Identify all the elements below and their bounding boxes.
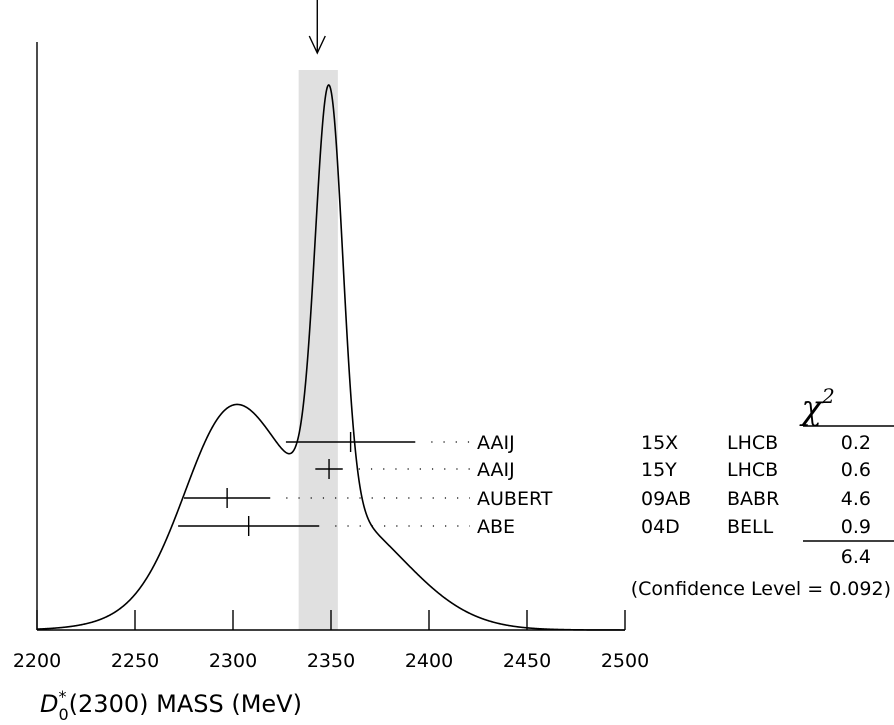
chi2-symbol: χ — [799, 388, 824, 428]
chi2-value: 4.6 — [841, 488, 871, 510]
x-ticks — [36, 610, 626, 630]
x-tick-label: 2250 — [111, 650, 159, 672]
x-axis-label-sub: 0 — [58, 705, 68, 724]
x-axis-label-rest: (2300) MASS (MeV) — [69, 690, 302, 718]
x-tick-labels: 2200 2250 2300 2350 2400 2450 2500 — [13, 650, 649, 672]
fit-band — [298, 70, 338, 630]
x-tick-label: 2450 — [503, 650, 551, 672]
x-tick-label: 2300 — [209, 650, 257, 672]
fit-arrow — [308, 0, 326, 55]
x-tick-label: 2500 — [601, 650, 649, 672]
reference-label: 09AB — [641, 488, 691, 510]
measurement-row: AUBERT 09AB BABR 4.6 — [184, 488, 871, 510]
experiment-label: LHCB — [727, 432, 778, 454]
chi2-superscript: 2 — [821, 384, 835, 408]
reference-label: 15X — [641, 432, 678, 454]
measurement-row: ABE 04D BELL 0.9 — [178, 516, 871, 538]
confidence-level: (Confidence Level = 0.092) — [631, 578, 891, 600]
author-label: AUBERT — [477, 488, 553, 510]
chi2-value: 0.6 — [841, 459, 871, 481]
x-tick-label: 2350 — [307, 650, 355, 672]
x-tick-label: 2200 — [13, 650, 61, 672]
experiment-label: BELL — [727, 516, 774, 538]
experiment-label: LHCB — [727, 459, 778, 481]
x-axis-label-base: D — [40, 690, 58, 718]
measurement-row: AAIJ 15Y LHCB 0.6 — [315, 459, 871, 481]
author-label: AAIJ — [477, 459, 515, 481]
x-tick-label: 2400 — [405, 650, 453, 672]
measurement-row: AAIJ 15X LHCB 0.2 — [285, 432, 871, 454]
x-axis-label-sup: * — [58, 687, 66, 706]
reference-label: 15Y — [641, 459, 677, 481]
reference-label: 04D — [641, 516, 680, 538]
measurement-rows: AAIJ 15X LHCB 0.2 AAIJ 15Y LHCB 0.6 AUBERT 09AB BA… — [178, 432, 871, 538]
chi2-value: 0.9 — [841, 516, 871, 538]
author-label: ABE — [477, 516, 515, 538]
author-label: AAIJ — [477, 432, 515, 454]
fit-arrow-head — [308, 35, 326, 55]
chi2-header: χ2 — [799, 384, 834, 428]
experiment-label: BABR — [727, 488, 779, 510]
chi2-value: 0.2 — [841, 432, 871, 454]
x-axis-label: D* 0(2300) MASS (MeV) — [40, 687, 302, 724]
chi2-total: 6.4 — [841, 546, 871, 568]
